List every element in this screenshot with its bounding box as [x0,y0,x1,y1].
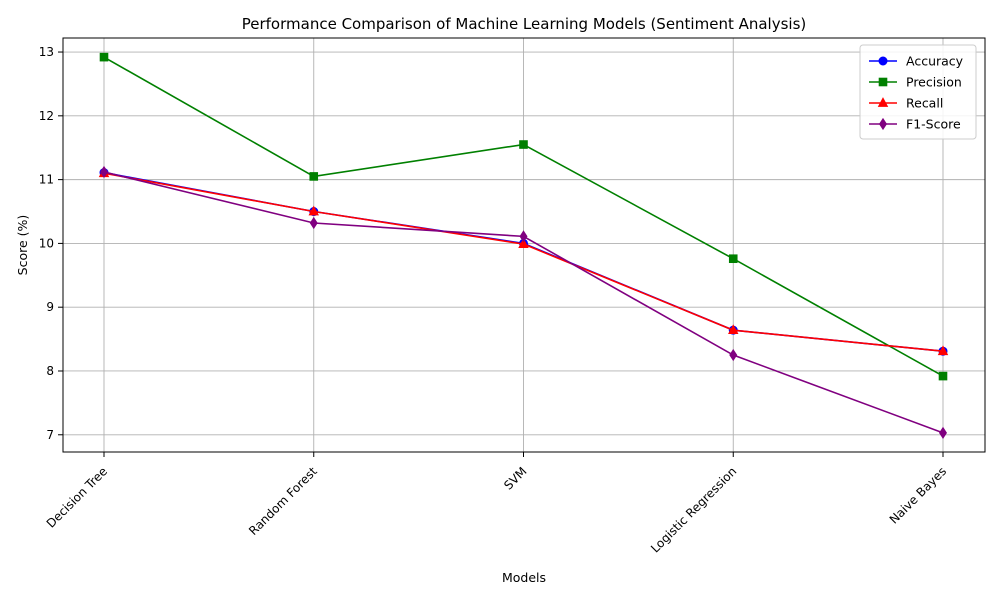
y-tick-label: 9 [46,300,54,314]
x-axis-label: Models [502,570,546,585]
y-tick-label: 8 [46,364,54,378]
legend-label: Recall [906,96,943,111]
legend-label: F1-Score [906,117,961,132]
y-tick-label: 13 [39,45,54,59]
data-point-f1-score [729,348,738,362]
legend-label: Precision [906,75,962,90]
data-point-precision [99,52,109,62]
y-axis-label: Score (%) [15,215,30,276]
y-axis: 7 8 9 10 11 12 13 [39,45,63,442]
data-point-f1-score [519,230,528,243]
data-point-recall [308,205,319,216]
series-precision [99,52,948,381]
data-point-f1-score [100,165,108,179]
legend-marker-recall [877,97,889,107]
y-tick-label: 11 [39,173,54,187]
y-tick-label: 7 [46,428,54,442]
data-point-f1-score [939,426,947,439]
legend: Accuracy Precision Recall F1-Score [859,44,977,140]
series-f1-score [100,165,947,439]
data-point-recall [518,238,529,248]
data-point-f1-score [309,216,318,230]
series-layer [98,52,949,439]
legend-item-accuracy: Accuracy [869,54,964,69]
legend-label: Accuracy [906,54,964,69]
legend-item-f1-score: F1-Score [869,117,961,132]
data-point-recall [728,324,739,335]
chart-title: Performance Comparison of Machine Learni… [242,15,807,33]
y-tick-label: 10 [39,236,54,250]
legend-item-recall: Recall [869,96,943,111]
legend-marker-precision [878,77,888,87]
legend-box [859,44,977,140]
legend-item-precision: Precision [869,75,962,90]
legend-marker-f1-score [879,117,887,131]
data-point-precision [938,371,948,381]
data-point-precision [728,254,738,264]
legend-marker-accuracy [878,56,888,66]
data-point-precision [519,140,528,149]
data-point-recall [937,345,949,356]
data-point-precision [309,172,319,181]
y-tick-label: 12 [39,109,54,123]
